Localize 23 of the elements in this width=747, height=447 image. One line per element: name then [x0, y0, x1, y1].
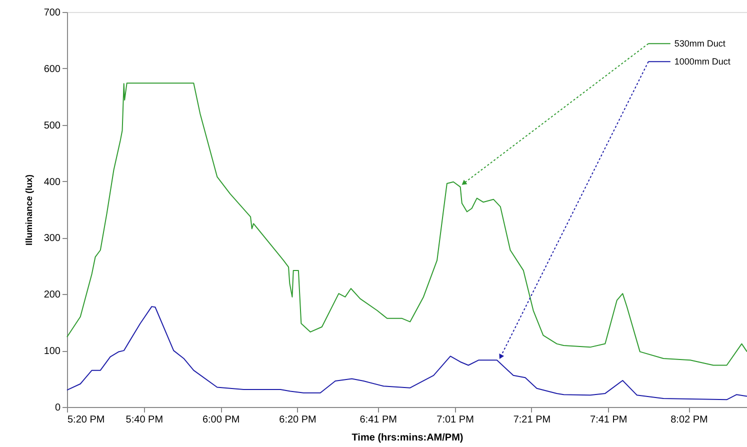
line-series	[66, 306, 747, 400]
legend-label: 530mm Duct	[674, 38, 726, 49]
y-tick-label: 300	[44, 233, 61, 244]
line-series	[66, 82, 747, 366]
y-tick-label: 0	[54, 402, 61, 414]
y-tick-label: 100	[44, 346, 61, 358]
x-tick-label: 7:21 PM	[513, 414, 551, 426]
x-tick-label: 8:02 PM	[670, 414, 708, 426]
x-tick-label: 6:20 PM	[279, 414, 316, 426]
x-axis-title: Time (hrs:mins:AM/PM)	[352, 432, 464, 444]
x-tick-label: 6:41 PM	[360, 414, 397, 426]
x-tick-label: 7:01 PM	[436, 414, 474, 426]
y-tick-label: 500	[44, 120, 61, 132]
x-tick-label: 6:00 PM	[202, 414, 240, 426]
x-tick-label: 5:20 PM	[68, 414, 105, 426]
legend-label: 1000mm Duct	[674, 56, 731, 67]
y-tick-label: 400	[44, 176, 61, 188]
x-tick-label: 5:40 PM	[126, 414, 164, 426]
y-tick-label: 200	[44, 290, 61, 301]
x-tick-label: 7:41 PM	[590, 414, 628, 426]
y-tick-label: 600	[44, 64, 61, 75]
y-tick-label: 700	[44, 8, 61, 18]
y-axis-title: Illuminance (lux)	[24, 174, 34, 246]
